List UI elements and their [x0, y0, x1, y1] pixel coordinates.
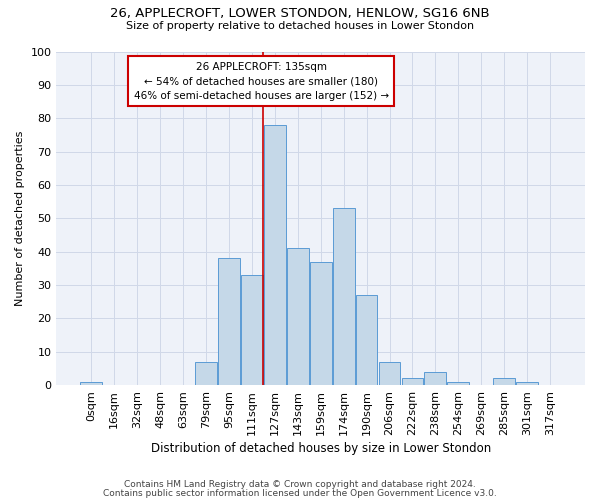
- Text: Contains HM Land Registry data © Crown copyright and database right 2024.: Contains HM Land Registry data © Crown c…: [124, 480, 476, 489]
- Bar: [287, 248, 308, 385]
- Bar: [516, 382, 538, 385]
- Bar: [241, 275, 263, 385]
- Bar: [356, 295, 377, 385]
- Bar: [424, 372, 446, 385]
- Bar: [379, 362, 400, 385]
- Bar: [264, 125, 286, 385]
- Bar: [218, 258, 240, 385]
- X-axis label: Distribution of detached houses by size in Lower Stondon: Distribution of detached houses by size …: [151, 442, 491, 455]
- Y-axis label: Number of detached properties: Number of detached properties: [15, 130, 25, 306]
- Text: 26, APPLECROFT, LOWER STONDON, HENLOW, SG16 6NB: 26, APPLECROFT, LOWER STONDON, HENLOW, S…: [110, 8, 490, 20]
- Bar: [80, 382, 102, 385]
- Bar: [333, 208, 355, 385]
- Bar: [448, 382, 469, 385]
- Text: Size of property relative to detached houses in Lower Stondon: Size of property relative to detached ho…: [126, 21, 474, 31]
- Text: Contains public sector information licensed under the Open Government Licence v3: Contains public sector information licen…: [103, 488, 497, 498]
- Bar: [493, 378, 515, 385]
- Text: 26 APPLECROFT: 135sqm
← 54% of detached houses are smaller (180)
46% of semi-det: 26 APPLECROFT: 135sqm ← 54% of detached …: [134, 62, 389, 101]
- Bar: [401, 378, 424, 385]
- Bar: [195, 362, 217, 385]
- Bar: [310, 262, 332, 385]
